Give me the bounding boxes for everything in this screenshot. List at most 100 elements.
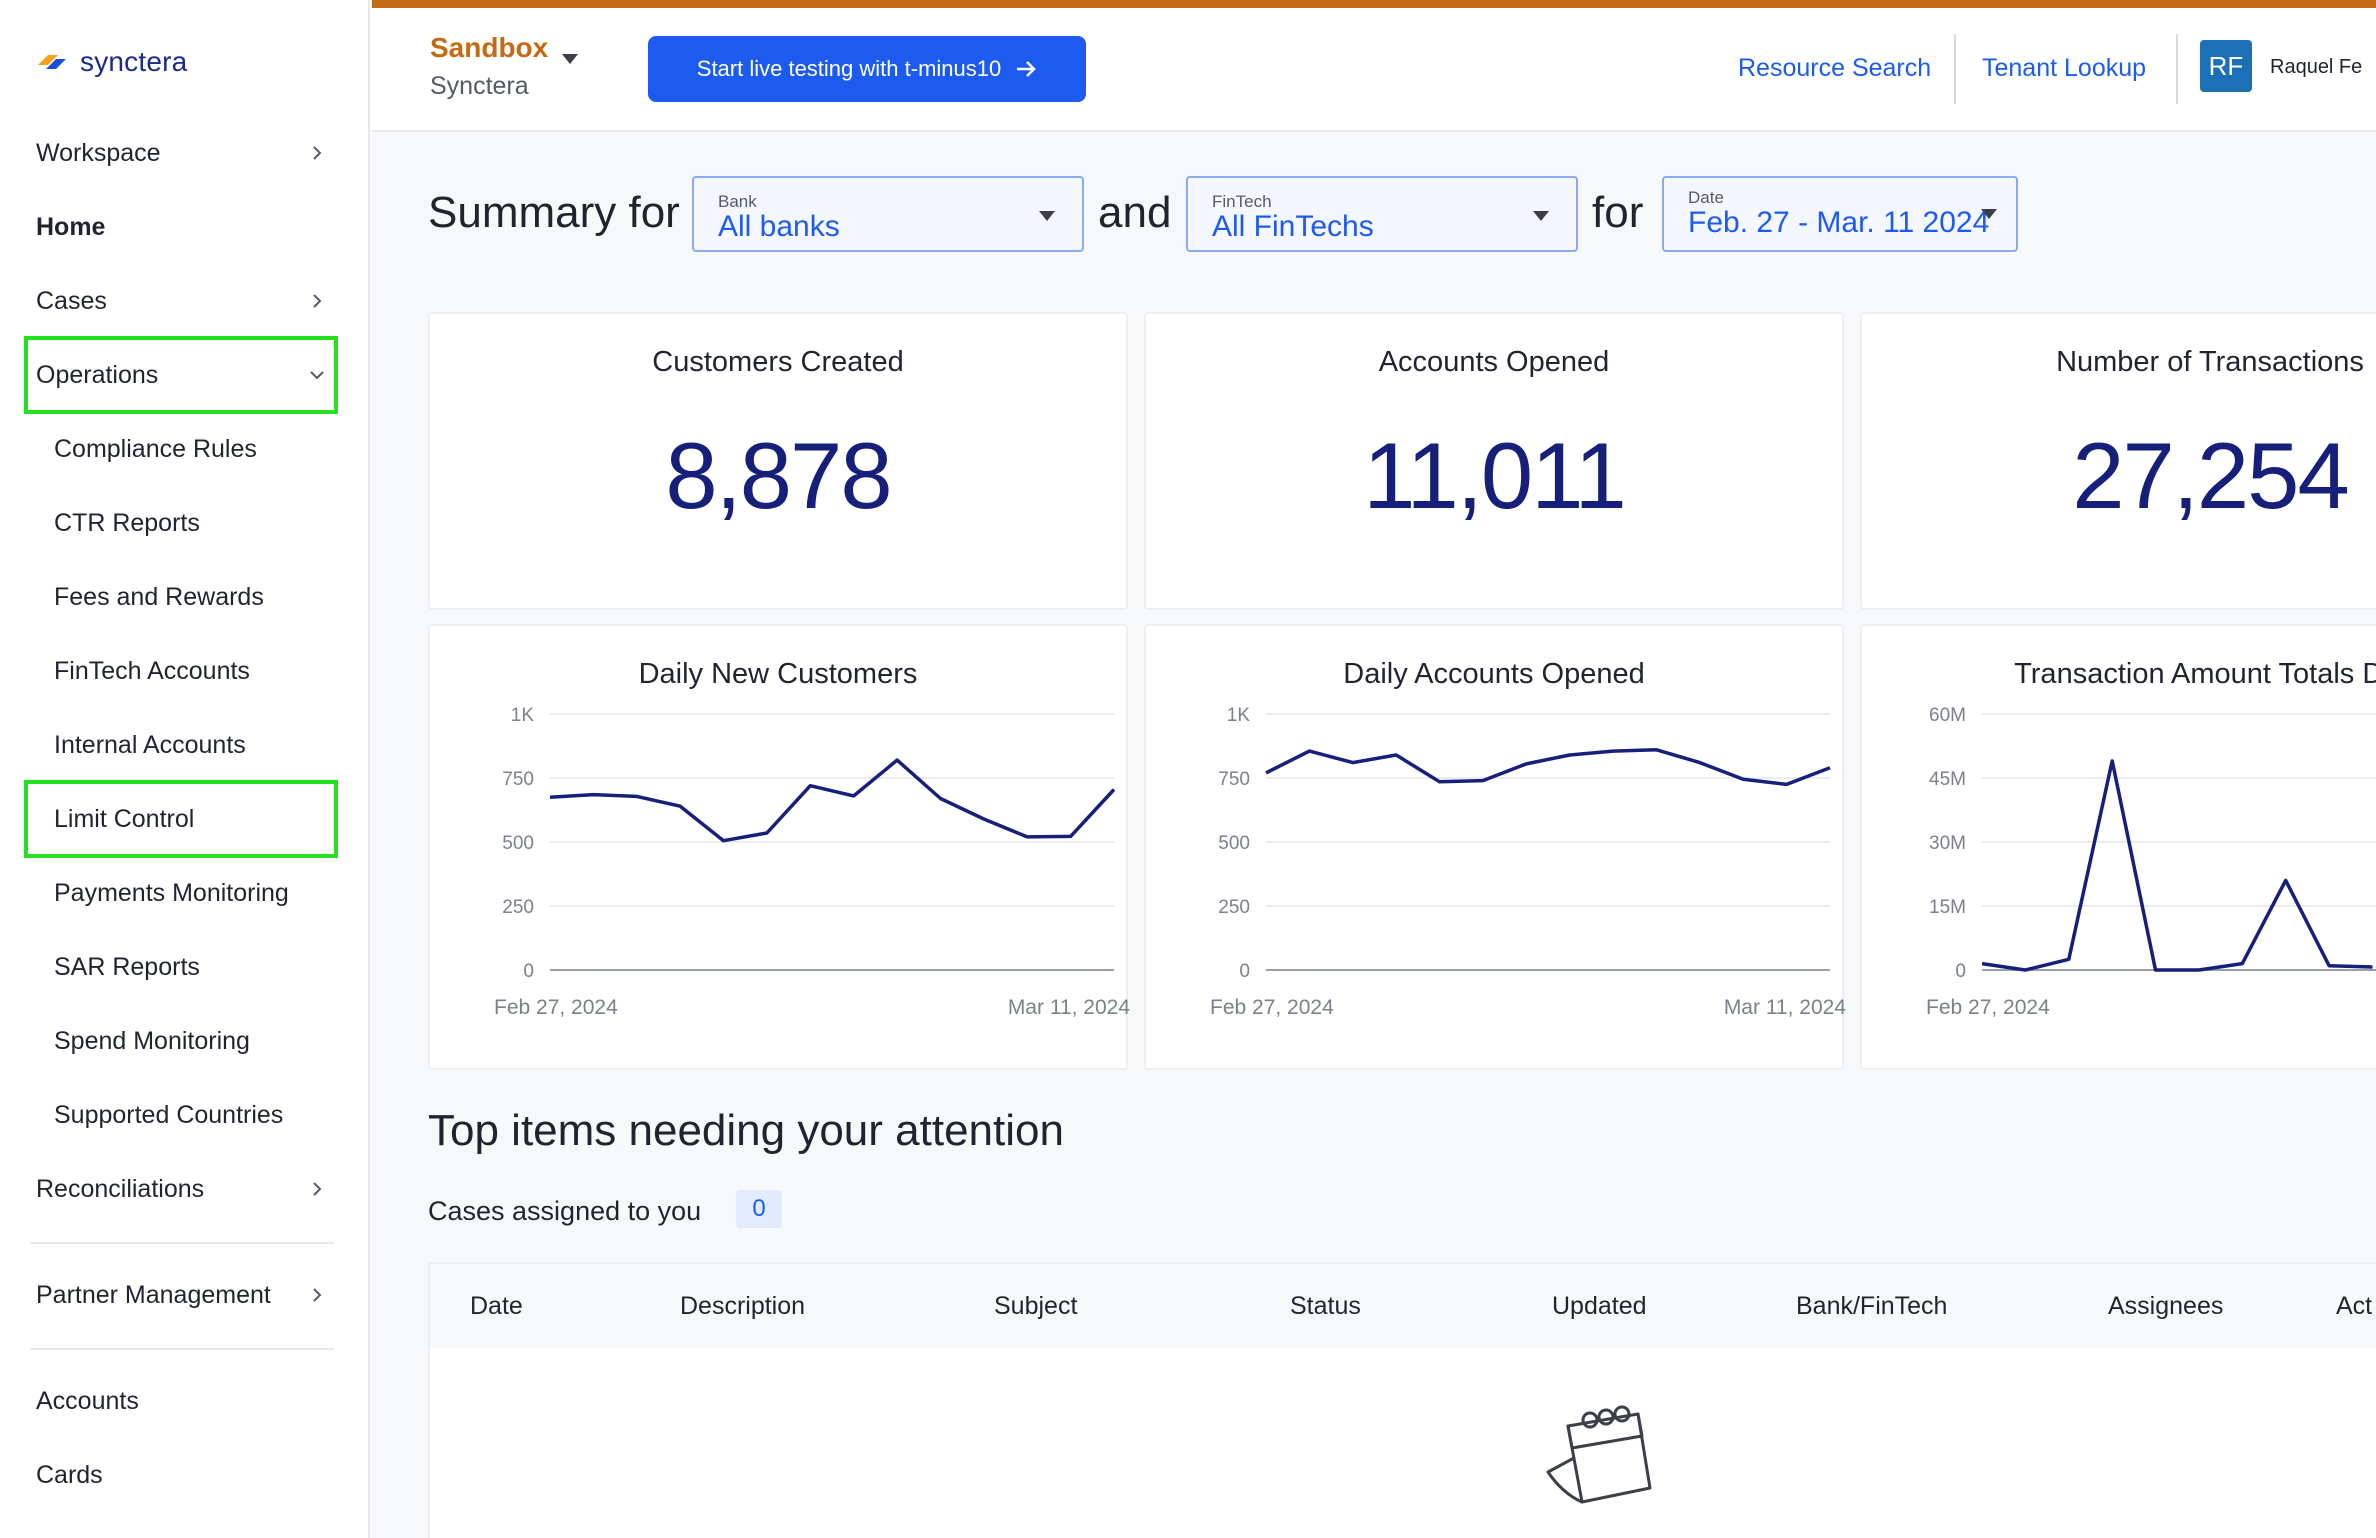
chevron-right-icon <box>308 292 326 310</box>
cases-assigned-label: Cases assigned to you <box>428 1196 702 1226</box>
x-tick-label: Feb 27, 2024 <box>1210 996 1334 1019</box>
chart-title: Daily New Customers <box>638 658 918 690</box>
summary-for-text: Summary for <box>428 188 680 237</box>
sidebar-item-cards[interactable]: Cards <box>28 1440 334 1510</box>
chart-title: Daily Accounts Opened <box>1343 658 1645 690</box>
sidebar-item-label: SAR Reports <box>54 952 200 981</box>
sidebar-item-compliance-rules[interactable]: Compliance Rules <box>28 414 334 484</box>
summary-for-date-text: for <box>1592 188 1644 237</box>
chart-card-daily-new-customers: Daily New Customers 0 250 500 750 1K Feb 27, … <box>428 624 1130 1070</box>
table-header: Date Description Subject Status Updated … <box>430 1264 2376 1348</box>
chart-card-daily-accounts-opened: Daily Accounts Opened 0 250 500 750 1K Feb 27… <box>1144 624 1846 1070</box>
fintech-select[interactable]: FinTech All FinTechs <box>1186 176 1578 252</box>
sidebar-item-label: CTR Reports <box>54 508 200 537</box>
sidebar-item-fees-and-rewards[interactable]: Fees and Rewards <box>28 562 334 632</box>
fintech-select-value: All FinTechs <box>1212 210 1374 243</box>
sidebar-item-limit-control[interactable]: Limit Control <box>24 780 338 858</box>
y-tick-label: 45M <box>1929 769 1966 790</box>
line-chart: 0 15M 30M 45M 60M Feb 27, 2024 <box>1926 705 2376 1019</box>
series-line <box>549 758 1116 843</box>
main-content: Summary for Bank All banks and FinTech A… <box>372 132 2376 1538</box>
caret-down-icon[interactable] <box>560 52 580 66</box>
y-tick-label: 500 <box>1218 833 1250 854</box>
sidebar-item-label: Spend Monitoring <box>54 1026 250 1055</box>
environment-accent-bar <box>372 0 2376 8</box>
summary-and-text: and <box>1098 188 1172 237</box>
sidebar-item-partner-management[interactable]: Partner Management <box>28 1260 334 1330</box>
date-select-value: Feb. 27 - Mar. 11 2024 <box>1688 206 1990 239</box>
arrow-right-icon <box>1017 61 1037 77</box>
sidebar-item-label: Fees and Rewards <box>54 582 264 611</box>
y-tick-label: 1K <box>511 705 535 726</box>
environment-name: Sandbox <box>430 32 549 63</box>
sidebar-item-internal-accounts[interactable]: Internal Accounts <box>28 710 334 780</box>
sidebar-item-operations[interactable]: Operations <box>24 336 338 414</box>
y-tick-label: 15M <box>1929 897 1966 918</box>
stat-card-accounts-opened: Accounts Opened 11,011 <box>1144 312 1844 610</box>
series-line <box>1981 759 2373 972</box>
sidebar-item-fintech-accounts[interactable]: FinTech Accounts <box>28 636 334 706</box>
x-tick-label: Mar 11, 2024 <box>1724 996 1846 1019</box>
synctera-logo[interactable]: synctera <box>32 46 187 78</box>
column-header-updated[interactable]: Updated <box>1552 1292 1647 1320</box>
sidebar-item-cases[interactable]: Cases <box>28 266 334 336</box>
stat-card-number-of-transactions: Number of Transactions 27,254 <box>1860 312 2376 610</box>
attention-section-title: Top items needing your attention <box>428 1106 1064 1155</box>
y-tick-label: 60M <box>1929 705 1966 726</box>
sidebar-item-sar-reports[interactable]: SAR Reports <box>28 932 334 1002</box>
chart-title: Transaction Amount Totals Dai <box>2014 658 2376 690</box>
column-header-description[interactable]: Description <box>680 1292 806 1320</box>
sidebar-item-supported-countries[interactable]: Supported Countries <box>28 1080 334 1150</box>
column-header-date[interactable]: Date <box>470 1292 523 1320</box>
x-tick-label: Feb 27, 2024 <box>1926 996 2050 1019</box>
resource-search-link[interactable]: Resource Search <box>1738 54 1932 82</box>
chevron-right-icon <box>308 144 326 162</box>
date-range-select[interactable]: Date Feb. 27 - Mar. 11 2024 <box>1662 176 2018 252</box>
sidebar-item-label: Home <box>36 212 106 241</box>
sidebar-item-label: Workspace <box>36 138 161 167</box>
stat-card-title: Accounts Opened <box>1378 346 1610 378</box>
sidebar: synctera Workspace Home Cases Operations… <box>0 0 370 1538</box>
sidebar-item-label: Operations <box>36 360 159 389</box>
column-header-subject[interactable]: Subject <box>994 1292 1078 1320</box>
environment-selector[interactable]: Sandbox Synctera <box>430 32 548 101</box>
sidebar-item-accounts[interactable]: Accounts <box>28 1366 334 1436</box>
sidebar-item-ctr-reports[interactable]: CTR Reports <box>28 488 334 558</box>
sidebar-item-payments-monitoring[interactable]: Payments Monitoring <box>28 858 334 928</box>
stat-card-title: Number of Transactions <box>2056 346 2364 378</box>
bank-select[interactable]: Bank All banks <box>692 176 1084 252</box>
caret-down-icon <box>1981 209 1997 219</box>
caret-down-icon <box>1533 211 1549 221</box>
top-separator <box>1954 34 1956 104</box>
user-name[interactable]: Raquel Fe <box>2270 56 2363 78</box>
start-live-testing-button[interactable]: Start live testing with t-minus10 <box>648 36 1086 102</box>
y-tick-label: 1K <box>1227 705 1251 726</box>
stat-card-value: 27,254 <box>2072 423 2350 528</box>
sidebar-item-label: FinTech Accounts <box>54 656 250 685</box>
sidebar-item-reconciliations[interactable]: Reconciliations <box>28 1154 334 1224</box>
column-header-status[interactable]: Status <box>1290 1292 1361 1320</box>
y-tick-label: 500 <box>502 833 534 854</box>
y-tick-label: 30M <box>1929 833 1966 854</box>
column-header-bank-fintech[interactable]: Bank/FinTech <box>1796 1292 1948 1320</box>
sidebar-item-home[interactable]: Home <box>28 192 334 262</box>
x-tick-label: Feb 27, 2024 <box>494 996 618 1019</box>
line-chart: 0 250 500 750 1K Feb 27, 2024 Mar 11, 2024 <box>1210 705 1846 1019</box>
fintech-select-label: FinTech <box>1212 192 1272 211</box>
tenant-lookup-link[interactable]: Tenant Lookup <box>1982 54 2147 82</box>
line-chart: 0 250 500 750 1K Feb 27, 2024 Mar 11, 2024 <box>494 705 1130 1019</box>
cases-table: Date Description Subject Status Updated … <box>428 1262 2376 1538</box>
sidebar-item-label: Reconciliations <box>36 1174 205 1203</box>
top-separator <box>2176 34 2178 104</box>
sidebar-item-spend-monitoring[interactable]: Spend Monitoring <box>28 1006 334 1076</box>
sidebar-item-label: Accounts <box>36 1386 139 1415</box>
caret-down-icon <box>1039 211 1055 221</box>
column-header-actions[interactable]: Act <box>2336 1292 2373 1320</box>
sidebar-divider <box>30 1348 334 1350</box>
sidebar-item-label: Partner Management <box>36 1280 271 1309</box>
avatar[interactable]: RF <box>2200 40 2252 92</box>
column-header-assignees[interactable]: Assignees <box>2108 1292 2224 1320</box>
sidebar-item-workspace[interactable]: Workspace <box>28 118 334 188</box>
sidebar-item-label: Internal Accounts <box>54 730 246 759</box>
